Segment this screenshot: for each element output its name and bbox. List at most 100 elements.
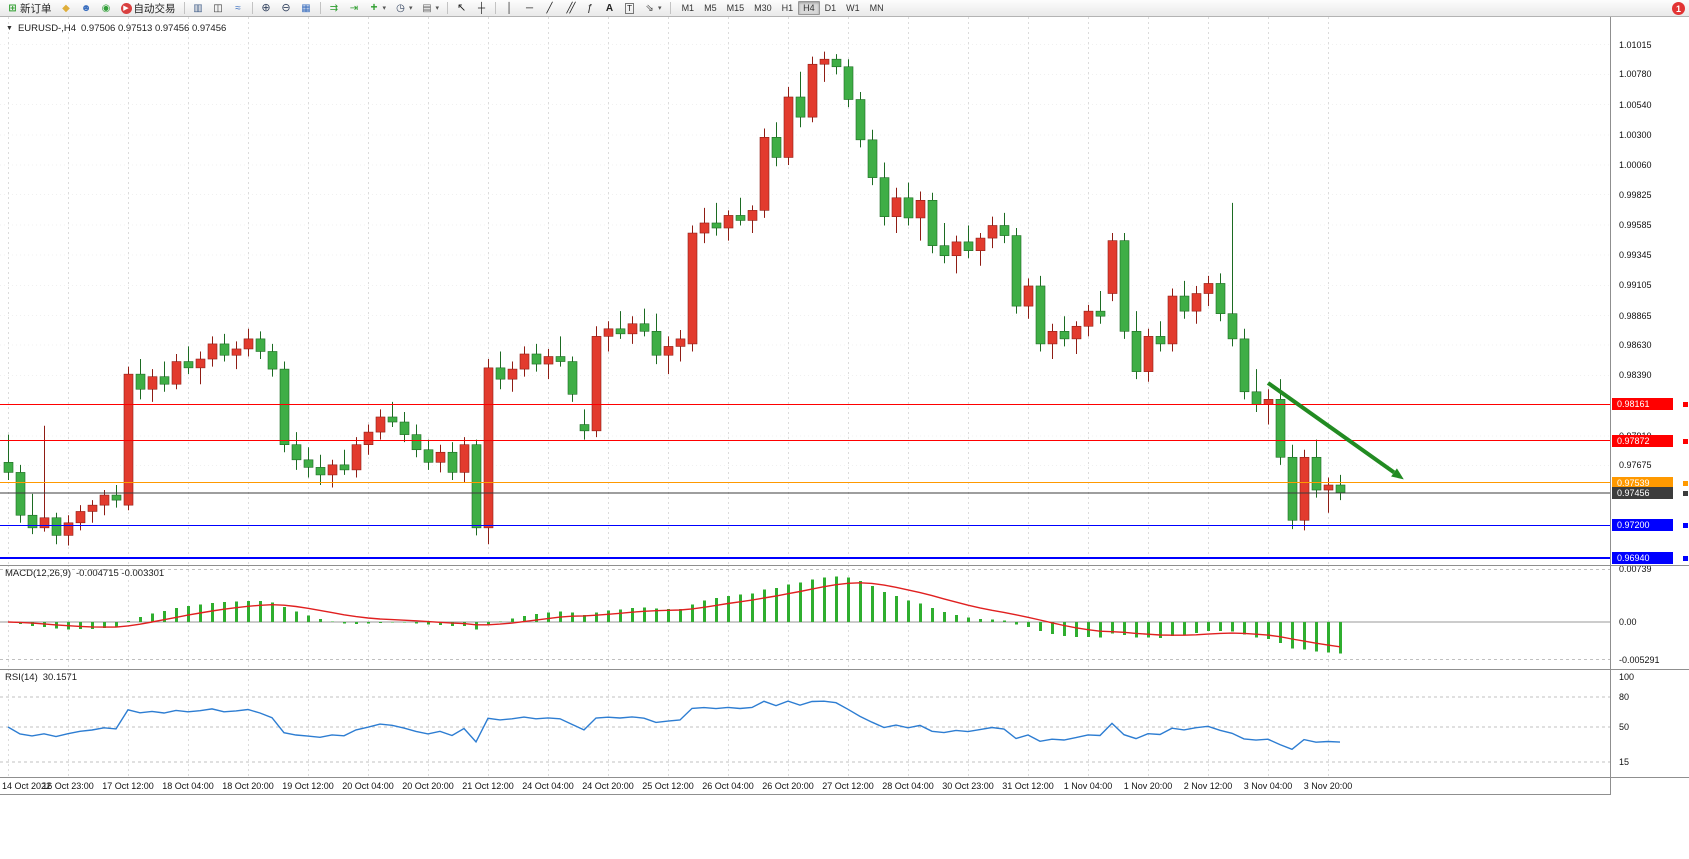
- time-tick: 24 Oct 04:00: [522, 781, 574, 791]
- macd-pane[interactable]: MACD(12,26,9) -0.004715 -0.003301: [0, 565, 1610, 669]
- timeframe-button-w1[interactable]: W1: [841, 1, 865, 15]
- time-tick: 3 Nov 04:00: [1243, 781, 1293, 791]
- crosshair-icon: [476, 3, 487, 14]
- channel-button[interactable]: [560, 1, 579, 16]
- autoscroll-button[interactable]: [325, 1, 344, 16]
- line-chart-button[interactable]: [229, 1, 248, 16]
- crosshair-button[interactable]: [472, 1, 491, 16]
- diamond-icon: [61, 3, 72, 14]
- macd-tick: -0.005291: [1619, 654, 1660, 665]
- toolbar-separator: [251, 2, 253, 14]
- fibonacci-button[interactable]: [580, 1, 599, 16]
- time-tick: 27 Oct 12:00: [822, 781, 874, 791]
- price-axis[interactable]: 1.01015 1.00780 1.00540 1.00300 1.00060 0.998…: [1611, 17, 1689, 795]
- cursor-button[interactable]: [452, 1, 471, 16]
- chevron-down-icon: ▾: [658, 5, 662, 12]
- line-edge-marker: [1683, 402, 1688, 408]
- timeframe-button-m5[interactable]: M5: [699, 1, 722, 15]
- profile-button[interactable]: [77, 1, 96, 16]
- time-tick: 17 Oct 12:00: [102, 781, 154, 791]
- arrows-button[interactable]: ▾: [640, 1, 666, 16]
- timeframe-button-h4[interactable]: H4: [798, 1, 820, 15]
- signals-button[interactable]: [97, 1, 116, 16]
- time-axis[interactable]: 14 Oct 2022 16 Oct 23:00 17 Oct 12:00 18 Oc…: [0, 777, 1610, 795]
- rsi-tick: 15: [1619, 757, 1630, 767]
- price-tick: 0.98630: [1619, 340, 1652, 351]
- new-order-button[interactable]: 新订单: [3, 1, 56, 16]
- profile-icon: [81, 3, 92, 14]
- candles: [3, 51, 1346, 546]
- timeframe-toolbar: M1 M5 M15 M30 H1 H4 D1 W1 MN: [677, 1, 889, 15]
- price-tick: 0.97675: [1619, 460, 1652, 471]
- timeframe-button-mn[interactable]: MN: [865, 1, 889, 15]
- price-tag: 0.96940: [1612, 552, 1673, 565]
- candle-chart-button[interactable]: [209, 1, 228, 16]
- time-tick: 26 Oct 20:00: [762, 781, 814, 791]
- arrow-objects-icon: [644, 3, 655, 14]
- macd-svg[interactable]: [0, 565, 1610, 669]
- pane-splitter[interactable]: [0, 565, 1689, 566]
- timeframe-button-m15[interactable]: M15: [722, 1, 750, 15]
- time-tick: 20 Oct 20:00: [402, 781, 454, 791]
- ohlc-values: 0.97506 0.97513 0.97456 0.97456: [81, 23, 227, 34]
- macd-tick: 0.00739: [1619, 564, 1652, 575]
- zoom-in-button[interactable]: [257, 1, 276, 16]
- notification-badge[interactable]: 1: [1672, 2, 1685, 15]
- bar-chart-button[interactable]: [189, 1, 208, 16]
- price-tag: 0.98161: [1612, 398, 1673, 411]
- text-icon: [604, 3, 615, 14]
- toolbar-separator: [183, 2, 185, 14]
- time-tick: 25 Oct 12:00: [642, 781, 694, 791]
- fibonacci-icon: [584, 3, 595, 14]
- toolbar-separator: [495, 2, 497, 14]
- price-tick: 0.99585: [1619, 219, 1652, 230]
- time-tick: 31 Oct 12:00: [1002, 781, 1054, 791]
- time-tick: 18 Oct 20:00: [222, 781, 274, 791]
- trendline-button[interactable]: [540, 1, 559, 16]
- charts-button[interactable]: [57, 1, 76, 16]
- rsi-svg[interactable]: [0, 669, 1610, 777]
- macd-tick: 0.00: [1619, 616, 1637, 627]
- price-chart-pane[interactable]: ▼ EURUSD-,H4 0.97506 0.97513 0.97456 0.9…: [0, 17, 1610, 565]
- pane-splitter: [0, 777, 1689, 778]
- timeframe-button-m1[interactable]: M1: [677, 1, 700, 15]
- time-tick: 21 Oct 12:00: [462, 781, 514, 791]
- price-tag: 0.97539: [1612, 476, 1673, 489]
- autotrade-button[interactable]: 自动交易: [117, 1, 180, 16]
- vertical-line-button[interactable]: [500, 1, 519, 16]
- pane-splitter[interactable]: [0, 669, 1689, 670]
- rsi-tick: 80: [1619, 692, 1630, 702]
- tile-windows-button[interactable]: [297, 1, 316, 16]
- clock-icon: [395, 3, 406, 14]
- price-tick: 1.01015: [1619, 39, 1652, 50]
- price-tick: 0.99345: [1619, 250, 1652, 261]
- price-tick: 1.00780: [1619, 69, 1652, 80]
- periods-button[interactable]: ▾: [391, 1, 417, 16]
- timeframe-button-d1[interactable]: D1: [820, 1, 842, 15]
- rsi-pane[interactable]: RSI(14) 30.1571: [0, 669, 1610, 777]
- price-tag: 0.97872: [1612, 434, 1673, 447]
- templates-button[interactable]: ▾: [418, 1, 444, 16]
- timeframe-button-m30[interactable]: M30: [749, 1, 777, 15]
- line-edge-marker: [1683, 438, 1688, 444]
- add-indicator-button[interactable]: ▾: [365, 1, 391, 16]
- candle-chart-icon: [213, 3, 224, 14]
- time-tick: 1 Nov 04:00: [1063, 781, 1113, 791]
- add-indicator-icon: [369, 2, 380, 14]
- horizontal-line-button[interactable]: [520, 1, 539, 16]
- trend-arrow-head: [1391, 468, 1404, 480]
- autotrade-icon: [120, 2, 132, 14]
- chart-shift-button[interactable]: [345, 1, 364, 16]
- text-label-button[interactable]: [620, 1, 639, 16]
- trend-arrow: [1266, 381, 1396, 475]
- price-axis-border: [1610, 17, 1611, 795]
- zoom-out-button[interactable]: [277, 1, 296, 16]
- price-chart-svg[interactable]: [0, 17, 1610, 565]
- text-button[interactable]: [600, 1, 619, 16]
- new-order-label: 新订单: [20, 2, 52, 15]
- rsi-title: RSI(14): [5, 672, 38, 683]
- autotrade-label: 自动交易: [133, 2, 176, 15]
- timeframe-button-h1[interactable]: H1: [777, 1, 799, 15]
- rsi-line: [7, 700, 1341, 751]
